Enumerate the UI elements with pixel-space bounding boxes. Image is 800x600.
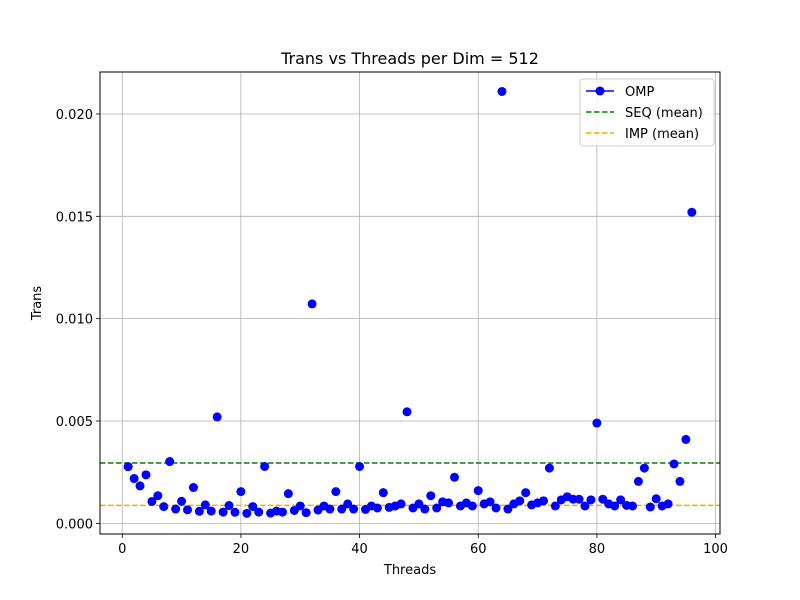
omp-point xyxy=(218,507,228,517)
omp-point xyxy=(129,474,139,484)
y-tick-label: 0.020 xyxy=(56,108,93,123)
legend-omp-marker xyxy=(595,86,605,96)
omp-point xyxy=(307,299,317,309)
omp-point xyxy=(200,500,210,510)
omp-point xyxy=(669,459,679,469)
omp-point xyxy=(242,508,252,518)
y-tick-label: 0.005 xyxy=(56,415,93,430)
omp-point xyxy=(188,483,198,493)
omp-point xyxy=(574,494,584,504)
omp-point xyxy=(426,491,436,501)
omp-point xyxy=(616,495,626,505)
x-tick-label: 20 xyxy=(233,542,250,557)
omp-point xyxy=(254,507,264,517)
legend: OMP SEQ (mean) IMP (mean) xyxy=(579,78,715,147)
omp-point xyxy=(444,498,454,508)
omp-point xyxy=(331,487,341,497)
omp-point xyxy=(372,503,382,513)
omp-point xyxy=(337,504,347,514)
omp-point xyxy=(295,501,305,511)
omp-point xyxy=(123,462,133,472)
omp-point xyxy=(663,499,673,509)
omp-point xyxy=(141,470,151,480)
omp-point xyxy=(681,434,691,444)
omp-point xyxy=(236,487,246,497)
x-tick-label: 60 xyxy=(470,542,487,557)
x-axis-ticks: 0 20 40 60 80 100 xyxy=(118,534,728,557)
x-tick-label: 0 xyxy=(118,542,126,557)
omp-point xyxy=(378,488,388,498)
x-tick-label: 100 xyxy=(703,542,728,557)
legend-seq-label: SEQ (mean) xyxy=(625,106,703,121)
omp-point xyxy=(396,499,406,509)
x-tick-label: 40 xyxy=(351,542,368,557)
omp-point xyxy=(515,496,525,506)
y-tick-label: 0.000 xyxy=(56,517,93,532)
omp-point xyxy=(627,501,637,511)
omp-point xyxy=(639,463,649,473)
y-tick-label: 0.015 xyxy=(56,210,93,225)
omp-point xyxy=(349,504,359,514)
omp-point xyxy=(206,506,216,516)
omp-point xyxy=(260,461,270,471)
omp-point xyxy=(580,501,590,511)
omp-point xyxy=(277,507,287,517)
omp-point xyxy=(147,496,157,506)
omp-point xyxy=(521,488,531,498)
omp-point xyxy=(325,504,335,514)
omp-point xyxy=(592,418,602,428)
data-points xyxy=(123,86,697,518)
legend-omp-label: OMP xyxy=(625,85,654,100)
omp-point xyxy=(153,491,163,501)
omp-point xyxy=(687,207,697,217)
omp-point xyxy=(135,481,145,491)
omp-point xyxy=(503,504,513,514)
omp-point xyxy=(550,501,560,511)
omp-point xyxy=(651,494,661,504)
omp-point xyxy=(473,486,483,496)
omp-point xyxy=(467,501,477,511)
omp-point xyxy=(248,502,258,512)
omp-point xyxy=(171,504,181,514)
chart-title: Trans vs Threads per Dim = 512 xyxy=(280,49,539,68)
omp-point xyxy=(633,476,643,486)
omp-point xyxy=(491,503,501,513)
omp-point xyxy=(414,499,424,509)
plot-frame xyxy=(99,71,721,535)
omp-point xyxy=(538,496,548,506)
x-tick-label: 80 xyxy=(589,542,606,557)
legend-box xyxy=(579,78,715,147)
omp-point xyxy=(449,472,459,482)
omp-point xyxy=(177,496,187,506)
omp-point xyxy=(355,461,365,471)
omp-point xyxy=(283,489,293,499)
omp-point xyxy=(159,502,169,512)
omp-point xyxy=(194,506,204,516)
omp-point xyxy=(402,407,412,417)
omp-point xyxy=(224,501,234,511)
omp-point xyxy=(301,508,311,518)
omp-point xyxy=(675,476,685,486)
omp-point xyxy=(420,504,430,514)
x-axis-label: Threads xyxy=(383,563,436,578)
omp-point xyxy=(183,505,193,515)
omp-point xyxy=(165,457,175,467)
y-axis-ticks: 0.000 0.005 0.010 0.015 0.020 xyxy=(56,108,100,532)
omp-point xyxy=(586,495,596,505)
omp-point xyxy=(645,502,655,512)
omp-point xyxy=(610,501,620,511)
omp-point xyxy=(544,463,554,473)
legend-imp-label: IMP (mean) xyxy=(625,127,699,142)
omp-point xyxy=(432,503,442,513)
y-tick-label: 0.010 xyxy=(56,313,93,328)
omp-point xyxy=(485,497,495,507)
y-axis-label: Trans xyxy=(30,286,45,322)
omp-point xyxy=(230,507,240,517)
omp-point xyxy=(343,499,353,509)
omp-point xyxy=(497,86,507,96)
omp-point xyxy=(212,412,222,422)
